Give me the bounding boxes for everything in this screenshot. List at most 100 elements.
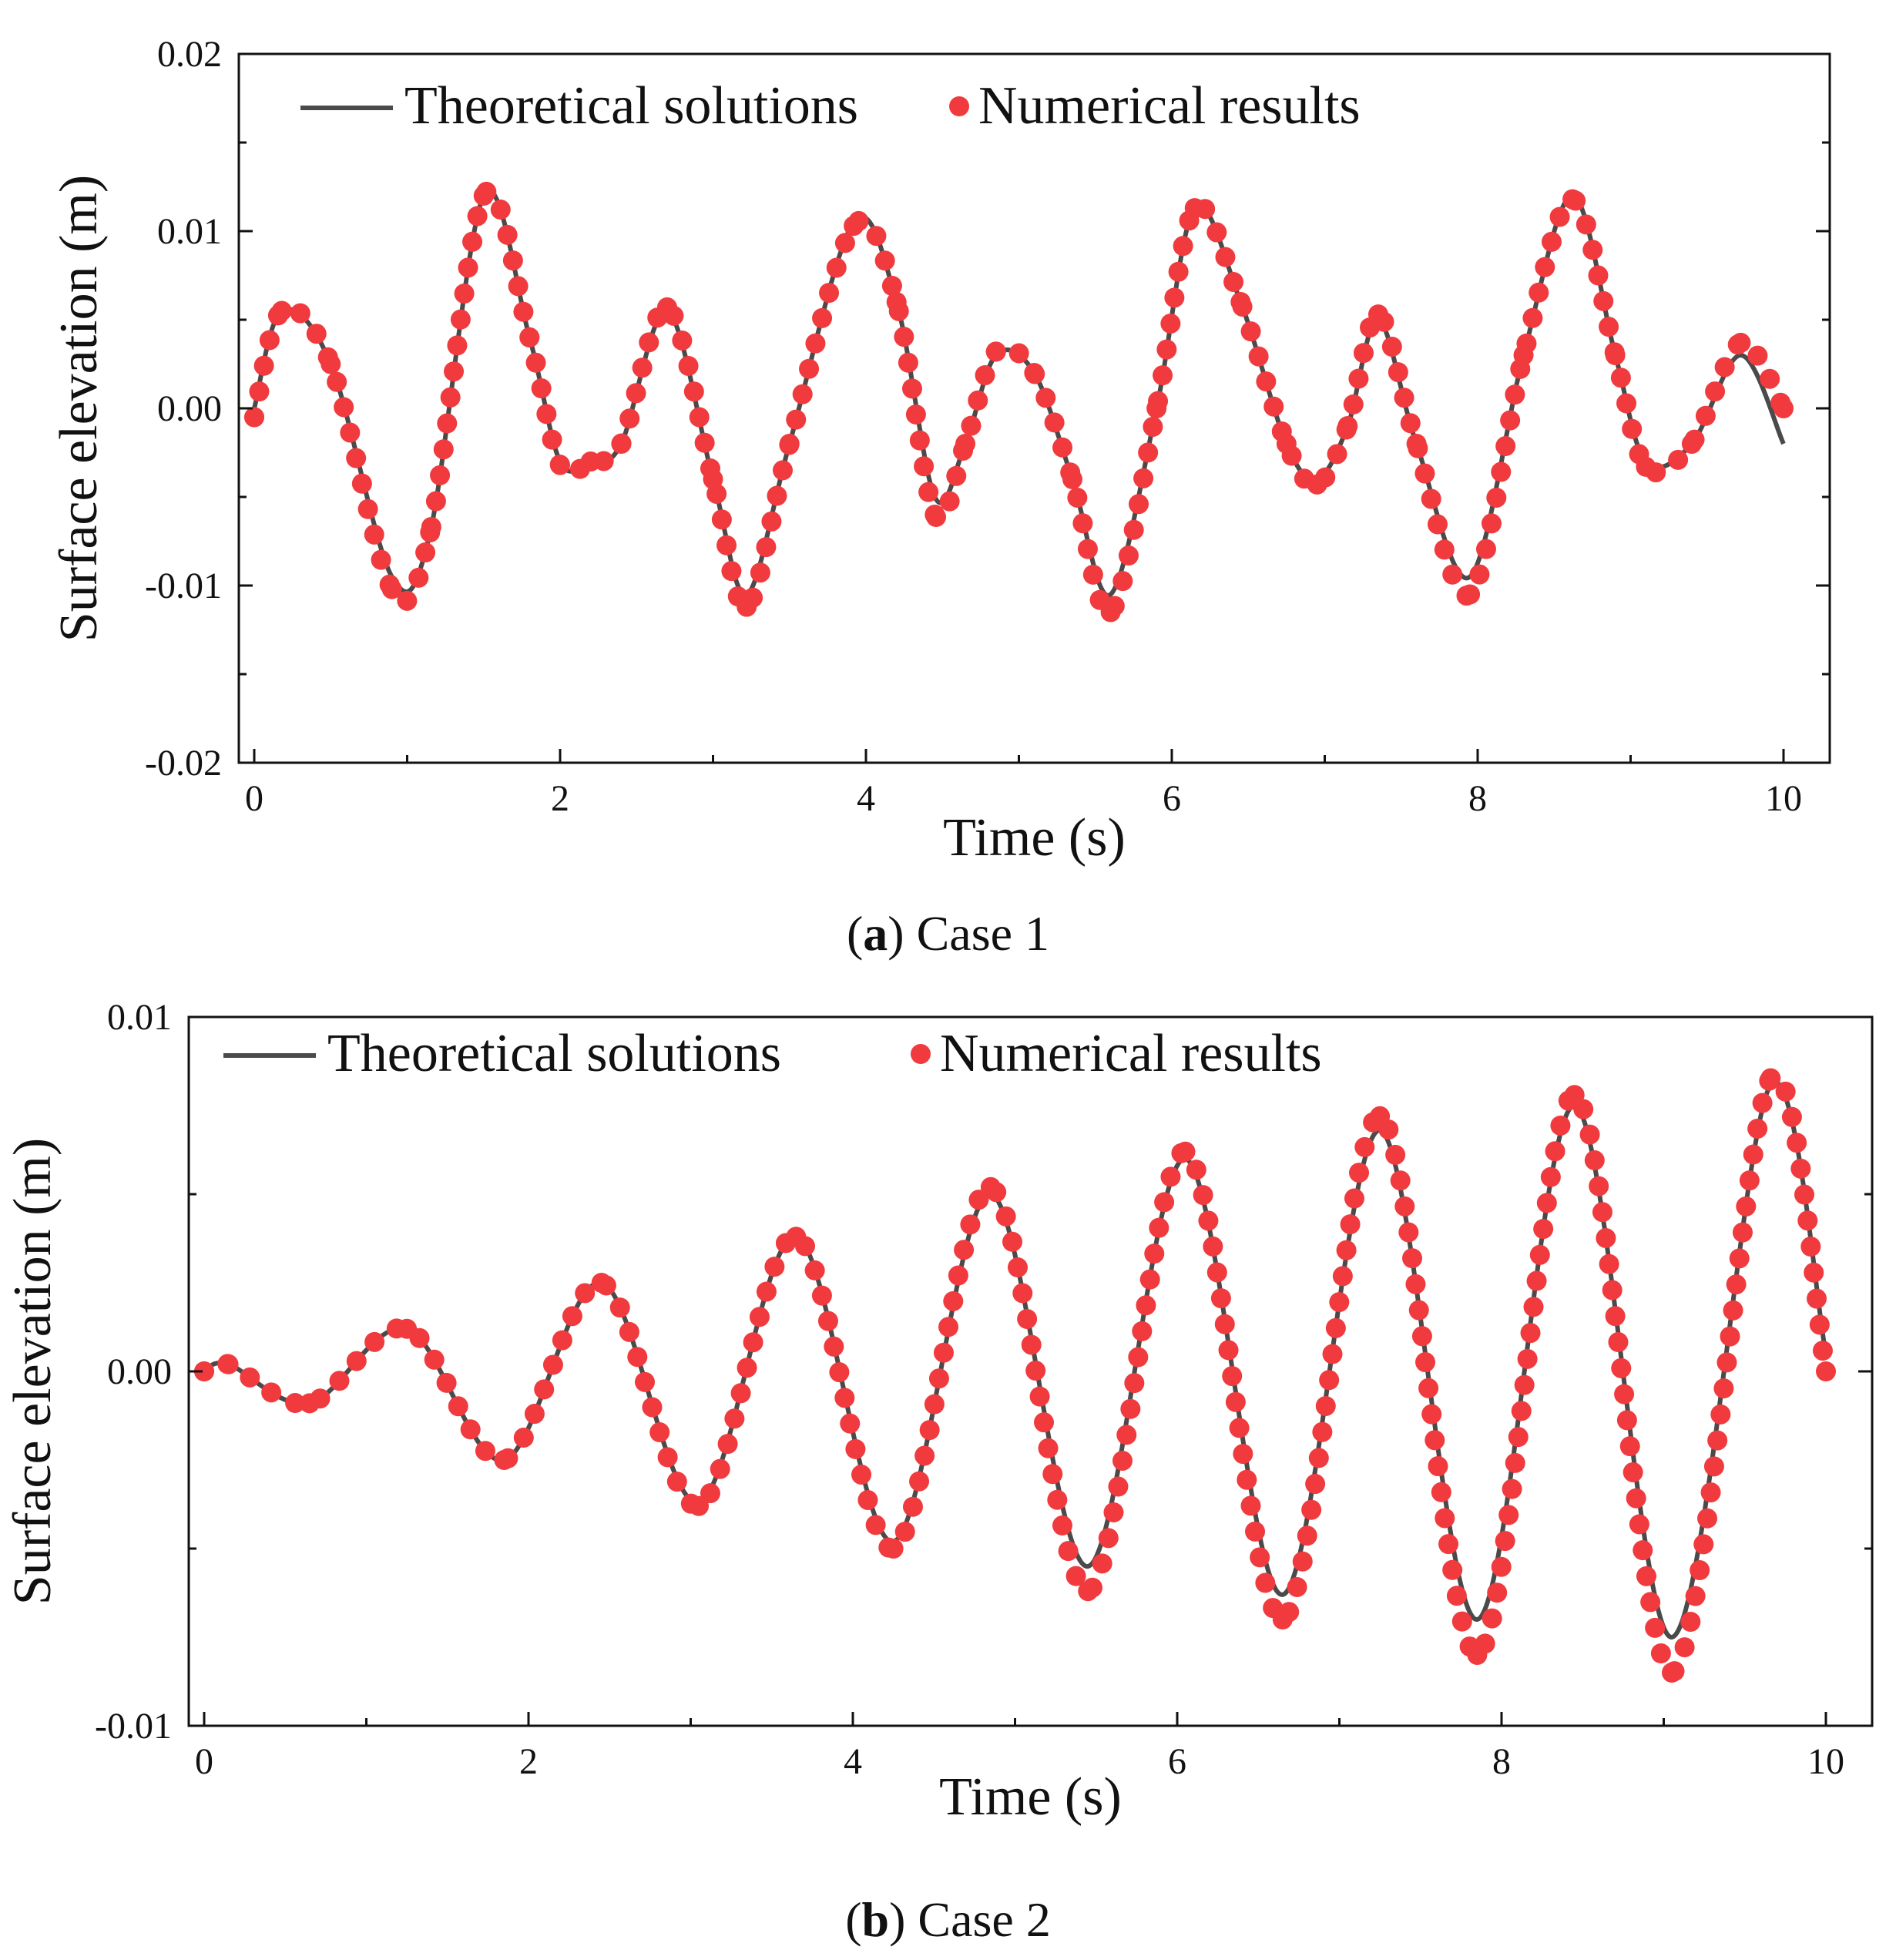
numerical-result-point [1579, 1124, 1600, 1145]
numerical-result-point [968, 1190, 989, 1210]
numerical-result-point [627, 1347, 648, 1368]
x-tick-label: 0 [245, 778, 263, 819]
numerical-result-point [531, 378, 552, 399]
numerical-result-point [1120, 1398, 1141, 1419]
numerical-result-point [824, 1336, 844, 1357]
numerical-result-point [290, 303, 310, 324]
y-tick-label: 0.00 [107, 1351, 172, 1392]
numerical-result-point [450, 309, 471, 330]
numerical-result-point [536, 404, 557, 425]
numerical-result-point [1752, 1092, 1773, 1113]
numerical-result-point [1616, 393, 1637, 414]
numerical-result-point [1505, 384, 1525, 405]
numerical-result-point [933, 1342, 954, 1363]
numerical-result-point [772, 460, 793, 481]
numerical-result-point [1517, 1348, 1538, 1369]
numerical-result-point [1425, 1430, 1445, 1451]
numerical-result-point [1435, 1508, 1455, 1529]
numerical-result-point [244, 407, 264, 428]
numerical-result-point [1593, 290, 1614, 311]
numerical-result-point [1203, 1236, 1223, 1257]
numerical-result-point [1681, 434, 1702, 454]
chart-panel-a: 0 2 4 6 8 10 -0.02 -0.01 0.00 0.01 0.02 Theoretica… [0, 0, 1896, 978]
numerical-result-point [415, 542, 436, 563]
numerical-result-point [1307, 474, 1327, 495]
numerical-result-point [954, 1240, 975, 1260]
x-tick-label: 10 [1807, 1741, 1844, 1782]
numerical-result-point [475, 1441, 495, 1462]
numerical-result-point [1154, 1192, 1175, 1213]
numerical-result-point [240, 1367, 260, 1388]
numerical-result-point [1716, 1352, 1737, 1373]
numerical-result-point [1223, 271, 1244, 292]
numerical-result-point [919, 1420, 940, 1441]
numerical-result-point [1349, 1163, 1370, 1183]
numerical-result-point [1540, 1166, 1561, 1187]
numerical-result-point [1522, 307, 1543, 328]
numerical-result-point [1144, 1243, 1165, 1264]
caption-a: (a) Case 1 [846, 906, 1050, 961]
numerical-result-point [249, 381, 270, 402]
numerical-result-point [805, 333, 826, 354]
y-tick-label: 0.02 [157, 34, 222, 75]
numerical-result-point [924, 1394, 945, 1415]
numerical-result-point [1297, 1525, 1317, 1546]
numerical-result-point [1276, 434, 1297, 454]
numerical-result-point [1370, 1106, 1391, 1126]
numerical-result-point [1505, 1452, 1525, 1473]
numerical-result-point [1690, 1560, 1710, 1581]
numerical-result-point [1210, 1288, 1231, 1309]
numerical-result-point [1633, 1540, 1653, 1561]
numerical-result-point [542, 429, 562, 450]
numerical-result-point [1103, 1502, 1124, 1522]
numerical-result-point [334, 397, 354, 418]
x-tick-label: 2 [551, 778, 569, 819]
numerical-result-point [1622, 418, 1643, 439]
numerical-result-point [1705, 381, 1726, 402]
numerical-result-point [985, 341, 1006, 362]
numerical-result-point [700, 1483, 720, 1504]
numerical-result-point [1123, 519, 1144, 540]
numerical-result-point [425, 491, 446, 512]
numerical-result-point [444, 361, 465, 382]
numerical-result-point [1421, 1404, 1442, 1425]
numerical-result-point [961, 415, 982, 436]
numerical-result-point [1230, 292, 1251, 312]
caption-letter-b: b [861, 1892, 890, 1947]
numerical-result-point [811, 1285, 832, 1306]
numerical-result-point [960, 1214, 981, 1235]
numerical-result-point [948, 1265, 968, 1286]
legend-label-theoretical: Theoretical solutions [327, 1024, 781, 1083]
numerical-result-point [1592, 1202, 1612, 1223]
numerical-result-point [1078, 1581, 1099, 1602]
numerical-result-point [1240, 321, 1261, 342]
numerical-result-point [689, 407, 710, 428]
numerical-result-point [1250, 1547, 1270, 1568]
numerical-result-point [508, 276, 529, 297]
numerical-result-point [1108, 1476, 1129, 1497]
numerical-result-point [1760, 368, 1780, 389]
numerical-result-point [1774, 398, 1794, 418]
numerical-result-point [562, 1306, 582, 1327]
numerical-result-point [1502, 1478, 1522, 1499]
numerical-result-point [968, 390, 988, 411]
numerical-result-point [1562, 189, 1583, 210]
numerical-result-point [657, 1447, 678, 1468]
chart-panel-b: 0 2 4 6 8 10 -0.01 0.00 0.01 Theoretical solutio… [0, 978, 1896, 1960]
numerical-result-point [1132, 1321, 1153, 1341]
numerical-result-point [271, 300, 292, 321]
numerical-result-point [1402, 1248, 1423, 1269]
numerical-result-point [364, 1331, 385, 1352]
numerical-result-point [1451, 1611, 1472, 1632]
numerical-result-point [329, 1371, 350, 1391]
numerical-result-point [819, 283, 840, 304]
numerical-result-point [1685, 1586, 1706, 1606]
numerical-result-point [857, 1489, 878, 1510]
numerical-result-point [1707, 1430, 1728, 1451]
numerical-result-point [756, 537, 777, 558]
numerical-result-point [609, 1297, 630, 1318]
numerical-result-point [829, 1362, 850, 1383]
numerical-result-point [1415, 1352, 1436, 1373]
numerical-result-point [1215, 247, 1236, 267]
numerical-result-point [844, 216, 864, 237]
